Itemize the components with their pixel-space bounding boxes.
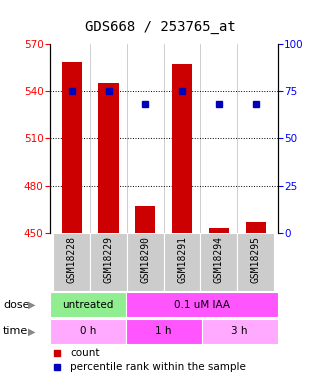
Text: GSM18295: GSM18295 <box>251 236 261 283</box>
Text: GDS668 / 253765_at: GDS668 / 253765_at <box>85 20 236 34</box>
FancyBboxPatch shape <box>237 233 274 291</box>
Text: 1 h: 1 h <box>155 327 172 336</box>
Text: percentile rank within the sample: percentile rank within the sample <box>70 362 246 372</box>
FancyBboxPatch shape <box>201 233 237 291</box>
Bar <box>172 64 192 233</box>
FancyBboxPatch shape <box>50 291 126 318</box>
Text: GSM18228: GSM18228 <box>67 236 77 283</box>
Text: time: time <box>3 327 29 336</box>
Text: 0 h: 0 h <box>80 327 96 336</box>
Bar <box>209 228 229 233</box>
Text: 3 h: 3 h <box>231 327 248 336</box>
FancyBboxPatch shape <box>164 233 201 291</box>
FancyBboxPatch shape <box>126 291 278 318</box>
Bar <box>246 222 266 233</box>
FancyBboxPatch shape <box>90 233 127 291</box>
Bar <box>99 83 119 233</box>
Text: GSM18294: GSM18294 <box>214 236 224 283</box>
FancyBboxPatch shape <box>53 233 90 291</box>
FancyBboxPatch shape <box>50 318 126 345</box>
FancyBboxPatch shape <box>202 318 278 345</box>
Text: dose: dose <box>3 300 30 309</box>
Text: count: count <box>70 348 100 358</box>
Text: ▶: ▶ <box>28 300 36 309</box>
Text: ▶: ▶ <box>28 327 36 336</box>
Text: untreated: untreated <box>62 300 113 309</box>
Bar <box>135 206 155 233</box>
FancyBboxPatch shape <box>127 233 164 291</box>
Text: GSM18291: GSM18291 <box>177 236 187 283</box>
Bar <box>62 62 82 233</box>
Text: GSM18229: GSM18229 <box>104 236 114 283</box>
Text: GSM18290: GSM18290 <box>140 236 150 283</box>
FancyBboxPatch shape <box>126 318 202 345</box>
Text: 0.1 uM IAA: 0.1 uM IAA <box>174 300 230 309</box>
